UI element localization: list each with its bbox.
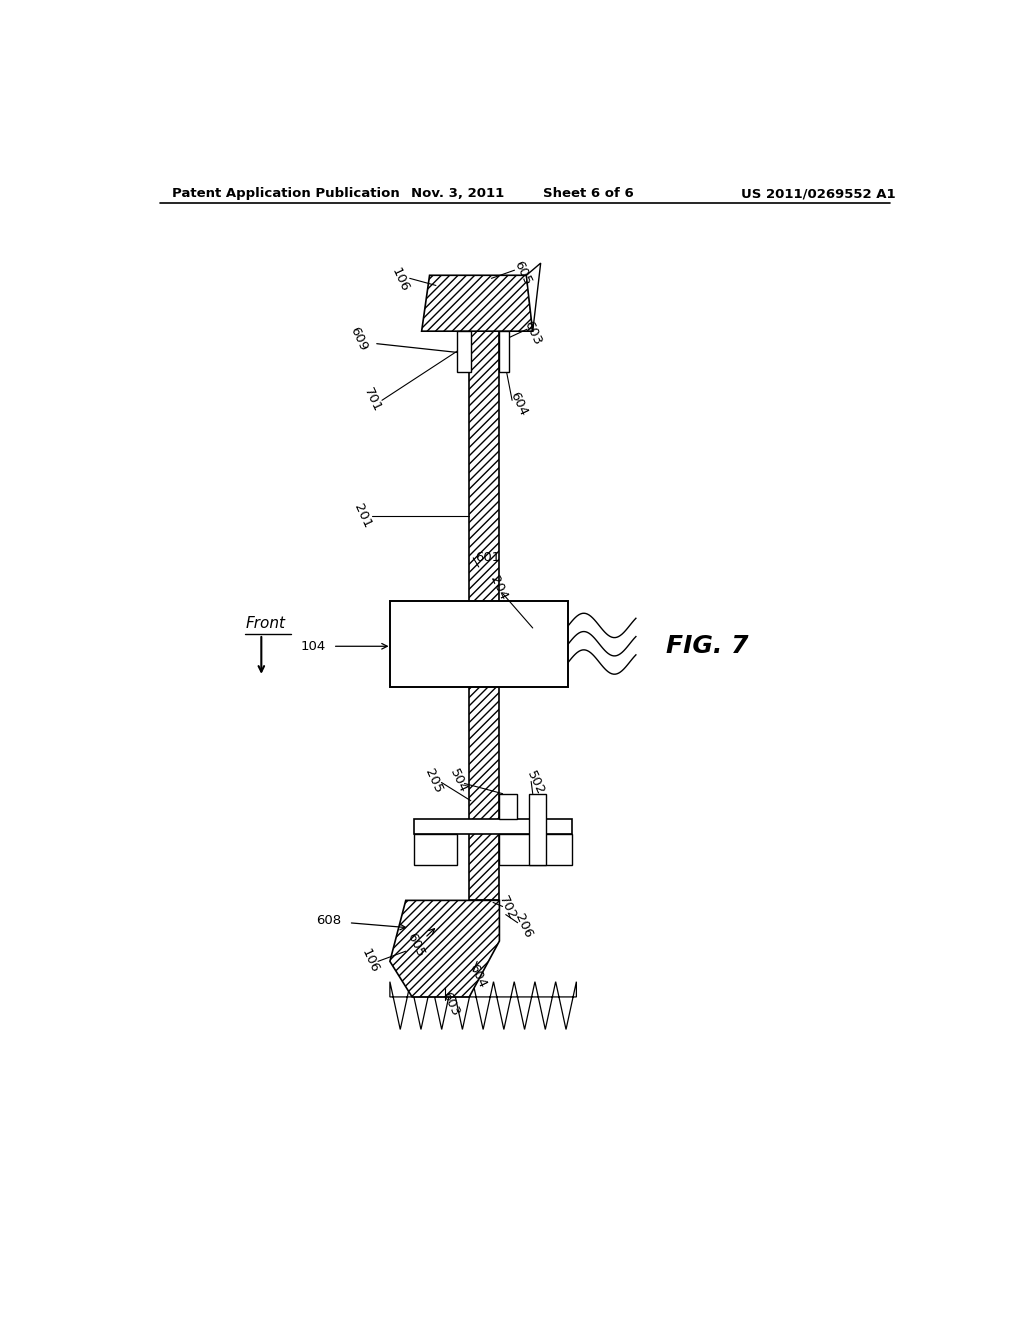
Text: 605: 605 xyxy=(404,931,427,960)
Bar xyxy=(500,331,509,372)
Text: 504: 504 xyxy=(447,767,470,796)
Text: 106: 106 xyxy=(358,948,381,975)
Bar xyxy=(500,834,572,865)
Text: 604: 604 xyxy=(507,391,529,418)
Text: 608: 608 xyxy=(316,915,341,927)
Text: 601: 601 xyxy=(475,552,500,565)
Text: US 2011/0269552 A1: US 2011/0269552 A1 xyxy=(741,187,896,201)
Text: 502: 502 xyxy=(524,770,547,797)
Text: 104: 104 xyxy=(300,640,326,653)
Text: 603: 603 xyxy=(521,319,544,347)
Text: 702: 702 xyxy=(496,894,518,923)
Text: Front: Front xyxy=(246,616,286,631)
Text: Nov. 3, 2011: Nov. 3, 2011 xyxy=(411,187,504,201)
Text: 604: 604 xyxy=(466,961,488,990)
Bar xyxy=(458,331,471,372)
Polygon shape xyxy=(390,900,500,997)
Text: 605: 605 xyxy=(511,259,534,288)
Polygon shape xyxy=(390,982,577,1030)
Text: 609: 609 xyxy=(347,325,370,354)
Text: 106: 106 xyxy=(389,267,412,294)
Bar xyxy=(528,793,546,865)
Text: Patent Application Publication: Patent Application Publication xyxy=(172,187,399,201)
Bar xyxy=(414,818,572,834)
Text: 603: 603 xyxy=(439,990,462,1018)
Bar xyxy=(390,601,568,686)
Polygon shape xyxy=(422,276,532,331)
Text: 701: 701 xyxy=(361,385,384,414)
Text: 204: 204 xyxy=(487,574,510,602)
Text: 205: 205 xyxy=(422,767,444,796)
Bar xyxy=(414,834,458,865)
Text: FIG. 7: FIG. 7 xyxy=(666,635,749,659)
Text: 201: 201 xyxy=(351,502,374,531)
Bar xyxy=(469,331,500,900)
Bar xyxy=(500,793,517,818)
Polygon shape xyxy=(526,263,541,331)
Text: 206: 206 xyxy=(512,912,535,940)
Text: Sheet 6 of 6: Sheet 6 of 6 xyxy=(543,187,634,201)
